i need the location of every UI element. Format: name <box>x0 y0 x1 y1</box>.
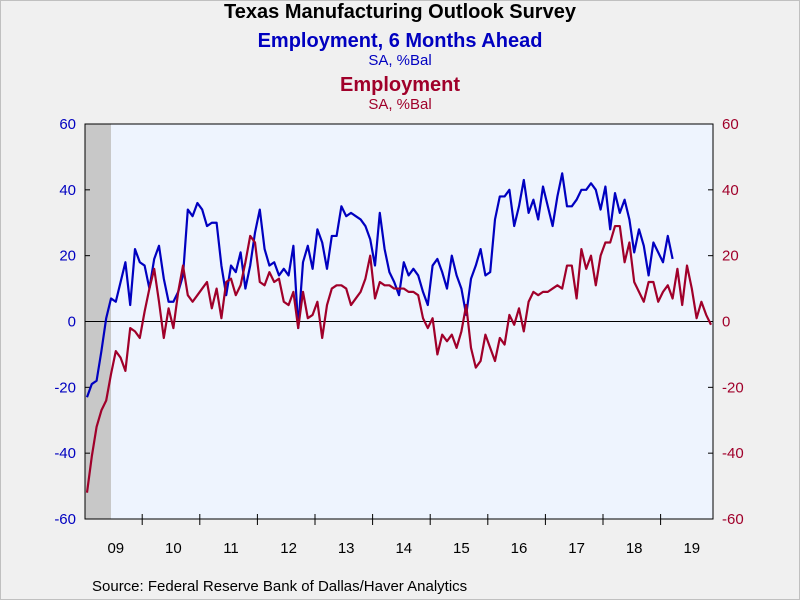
y-tick-label-right: 40 <box>722 182 739 199</box>
x-tick-label: 18 <box>626 540 643 557</box>
x-tick-label: 19 <box>683 540 700 557</box>
y-tick-label-left: 20 <box>59 248 76 265</box>
y-tick-label-right: 20 <box>722 248 739 265</box>
x-tick-label: 16 <box>511 540 528 557</box>
y-tick-label-right: 0 <box>722 314 730 331</box>
y-tick-label-left: -40 <box>54 445 76 462</box>
chart-title: Texas Manufacturing Outlook Survey <box>224 1 576 23</box>
y-tick-label-right: -40 <box>722 445 744 462</box>
x-tick-label: 17 <box>568 540 585 557</box>
x-tick-label: 10 <box>165 540 182 557</box>
y-tick-label-right: -60 <box>722 511 744 528</box>
y-tick-label-right: 60 <box>722 116 739 133</box>
series-2-title: Employment <box>339 74 461 96</box>
series-line-2 <box>85 224 712 493</box>
series-1-title: Employment, 6 Months Ahead <box>257 30 543 52</box>
x-tick-label: 15 <box>453 540 470 557</box>
source-note: Source: Federal Reserve Bank of Dallas/H… <box>92 578 468 595</box>
y-tick-label-left: -20 <box>54 379 76 396</box>
x-tick-label: 14 <box>395 540 412 557</box>
y-tick-label-left: 40 <box>59 182 76 199</box>
y-tick-label-left: -60 <box>54 511 76 528</box>
y-tick-label-left: 60 <box>59 116 76 133</box>
x-tick-label: 12 <box>280 540 297 557</box>
x-tick-label: 11 <box>223 540 239 557</box>
x-tick-label: 09 <box>107 540 124 557</box>
series-1-units: SA, %Bal <box>368 52 432 69</box>
y-tick-label-right: -20 <box>722 379 744 396</box>
series-2-units: SA, %Bal <box>368 96 432 113</box>
x-tick-label: 13 <box>338 540 355 557</box>
series-line-1 <box>85 172 674 398</box>
y-tick-label-left: 0 <box>68 314 76 331</box>
